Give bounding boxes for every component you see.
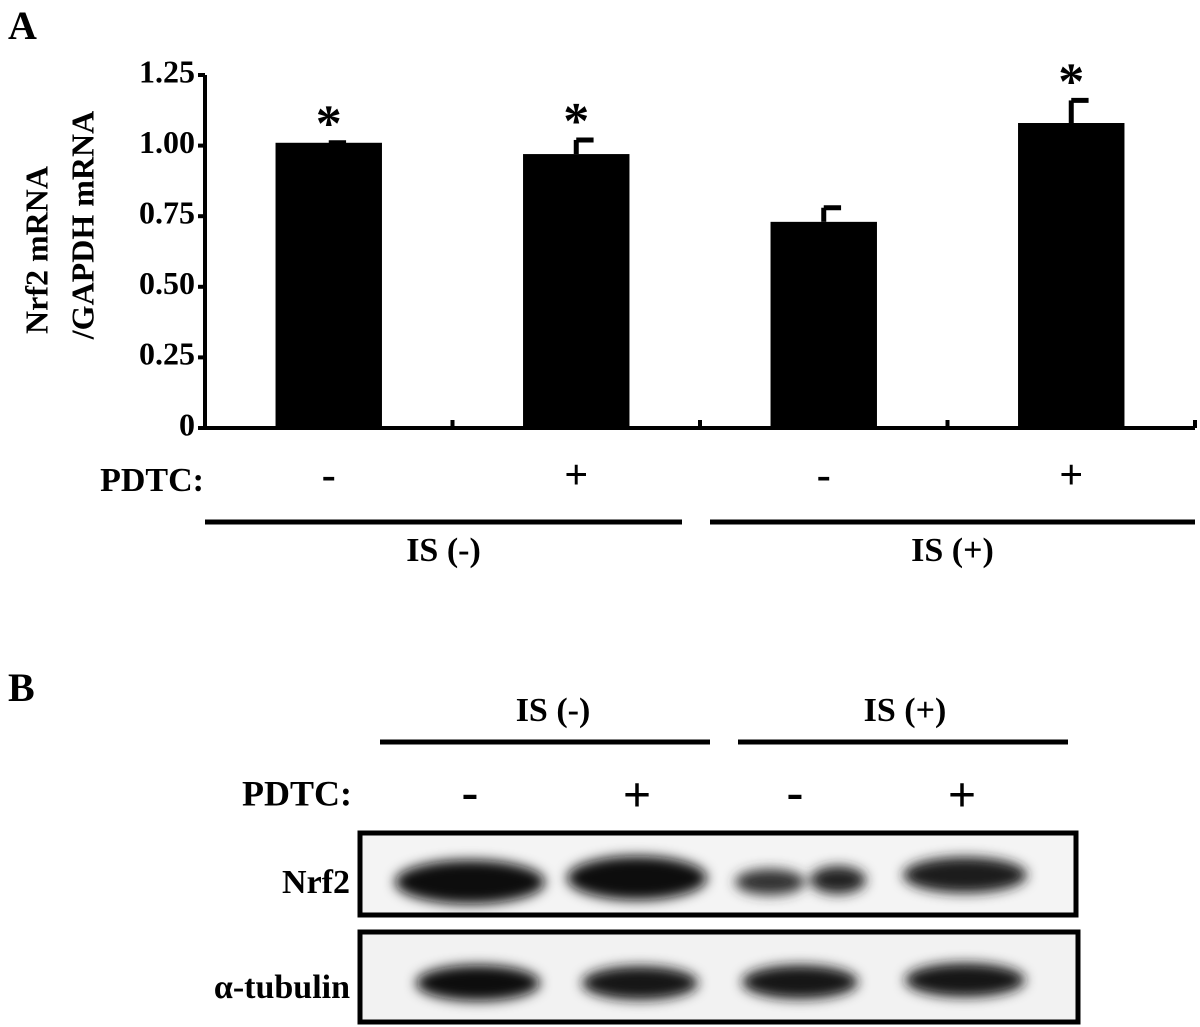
significance-mark: * [316, 96, 342, 153]
significance-mark: * [563, 93, 589, 150]
x-tick-label: + [564, 453, 588, 499]
y-tick-label: 1.00 [139, 124, 195, 160]
group-label: IS (-) [516, 692, 591, 729]
bands [395, 856, 1027, 904]
bar [770, 221, 877, 428]
panel-label: A [8, 3, 37, 48]
treatment-label: PDTC: [242, 773, 352, 813]
bar [1018, 123, 1125, 429]
band [395, 860, 545, 904]
x-tick-label: + [1059, 453, 1083, 499]
panel-label: B [8, 665, 35, 710]
group-label: IS (+) [911, 532, 994, 569]
band [567, 856, 707, 900]
lane-label: - [462, 763, 479, 819]
y-axis-label: Nrf2 mRNA [18, 166, 54, 334]
y-axis-label: /GAPDH mRNA [64, 111, 100, 340]
significance-mark: * [1058, 53, 1084, 110]
x-tick-label: - [817, 453, 831, 499]
band [416, 965, 540, 1001]
bar [523, 154, 630, 428]
lane-label: + [623, 766, 652, 822]
y-tick-label: 0.75 [139, 195, 195, 231]
group-label: IS (+) [864, 692, 947, 729]
band [735, 869, 805, 895]
band [742, 965, 858, 999]
y-tick-label: 0.50 [139, 265, 195, 301]
y-tick-label: 0.25 [139, 336, 195, 372]
band [905, 963, 1025, 997]
bar [275, 142, 382, 428]
y-tick-label: 1.25 [139, 53, 195, 89]
row-label: Nrf2 [282, 864, 350, 901]
band [582, 966, 698, 1000]
y-tick-label: 0 [179, 406, 195, 442]
row-label: α-tubulin [214, 969, 350, 1006]
lane-label: + [948, 766, 977, 822]
band [903, 857, 1027, 893]
x-tick-label: - [322, 453, 336, 499]
category-title: PDTC: [100, 462, 204, 499]
bands [416, 963, 1025, 1001]
lane-label: - [787, 763, 804, 819]
band [810, 866, 866, 894]
group-label: IS (-) [406, 532, 481, 569]
